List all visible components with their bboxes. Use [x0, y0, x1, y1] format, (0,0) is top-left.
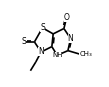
Text: S: S: [21, 37, 26, 46]
Text: NH: NH: [52, 52, 62, 58]
Text: CH₃: CH₃: [79, 51, 92, 57]
Text: N: N: [38, 48, 44, 56]
Text: S: S: [40, 23, 45, 32]
Text: O: O: [64, 13, 70, 22]
Text: N: N: [68, 34, 73, 43]
